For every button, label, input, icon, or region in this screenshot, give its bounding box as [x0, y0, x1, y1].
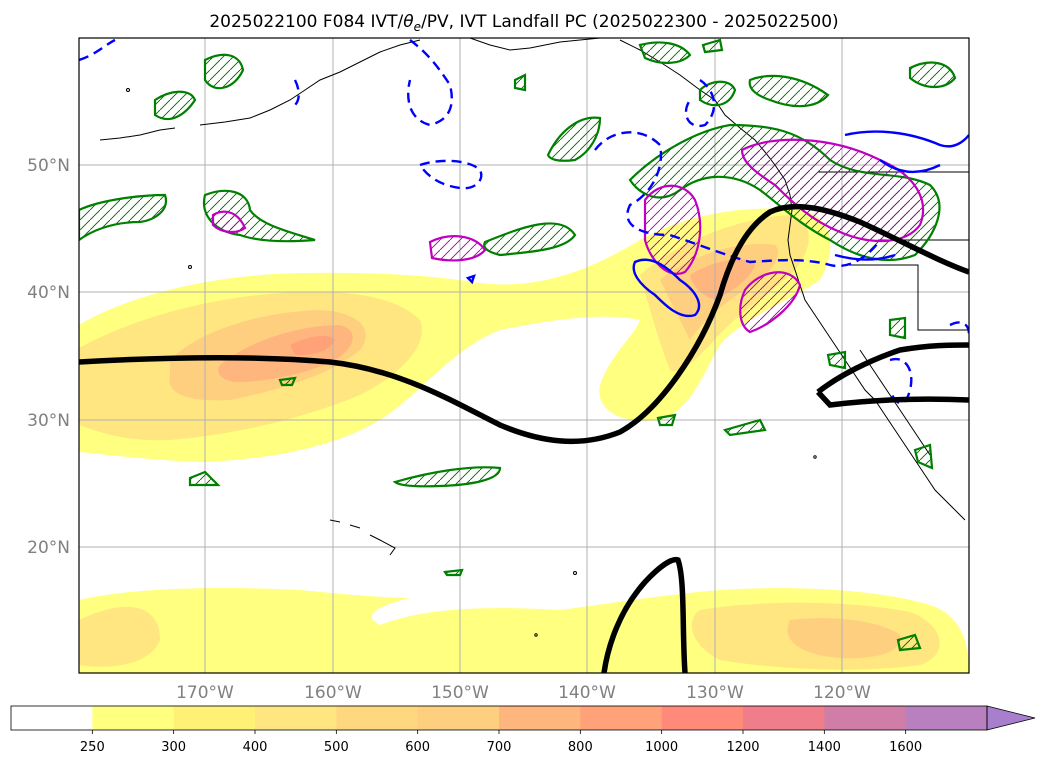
lon-label: 140°W [558, 683, 616, 703]
blue-contours [79, 38, 969, 405]
colorbar-segment [173, 706, 256, 730]
lon-label: 150°W [431, 683, 489, 703]
colorbar-segments [11, 706, 988, 730]
lat-label: 20°N [27, 538, 70, 558]
black-contours [79, 203, 969, 673]
colorbar-tick-label: 400 [243, 740, 268, 755]
figure-title: 2025022100 F084 IVT/θe/PV, IVT Landfall … [209, 12, 838, 34]
colorbar-segment [92, 706, 175, 730]
ivt-fill-600 [290, 335, 335, 356]
colorbar-tick-label: 1400 [808, 740, 841, 755]
magenta-ivt-contours [211, 138, 925, 334]
colorbar-segment [417, 706, 500, 730]
colorbar-ticks: 250 300 400 500 600 700 800 1000 1200 1400 1600 [80, 730, 922, 755]
colorbar: 250 300 400 500 600 700 800 1000 1200 1400 1600 [10, 705, 1036, 755]
colorbar-segment [499, 706, 581, 730]
colorbar-tick-label: 800 [568, 740, 593, 755]
lon-label: 130°W [686, 683, 744, 703]
colorbar-tick-label: 250 [80, 740, 105, 755]
map-panel [79, 38, 969, 673]
lon-label: 120°W [813, 683, 871, 703]
colorbar-segment [11, 706, 93, 730]
colorbar-tick-label: 1600 [889, 740, 922, 755]
colorbar-segment [336, 706, 419, 730]
lon-label: 160°W [304, 683, 362, 703]
colorbar-tick-label: 300 [161, 740, 186, 755]
lat-label: 50°N [27, 156, 70, 176]
longitude-labels: 170°W 160°W 150°W 140°W 130°W 120°W [176, 683, 871, 703]
colorbar-tick-label: 600 [405, 740, 430, 755]
colorbar-segment [743, 706, 825, 730]
lat-label: 40°N [27, 283, 70, 303]
colorbar-extend-arrow [986, 705, 1036, 731]
colorbar-segment [824, 706, 907, 730]
latitude-labels: 50°N 40°N 30°N 20°N [27, 156, 70, 558]
islands [126, 88, 817, 637]
map-frame [78, 37, 970, 674]
lat-label: 30°N [27, 411, 70, 431]
colorbar-segment [580, 706, 663, 730]
colorbar-segment [255, 706, 337, 730]
colorbar-tick-label: 500 [324, 740, 349, 755]
lon-label: 170°W [176, 683, 234, 703]
colorbar-segment [905, 706, 988, 730]
colorbar-tick-label: 700 [487, 740, 512, 755]
colorbar-tick-label: 1200 [726, 740, 759, 755]
coastlines [99, 38, 969, 556]
colorbar-segment [661, 706, 744, 730]
colorbar-tick-label: 1000 [645, 740, 678, 755]
